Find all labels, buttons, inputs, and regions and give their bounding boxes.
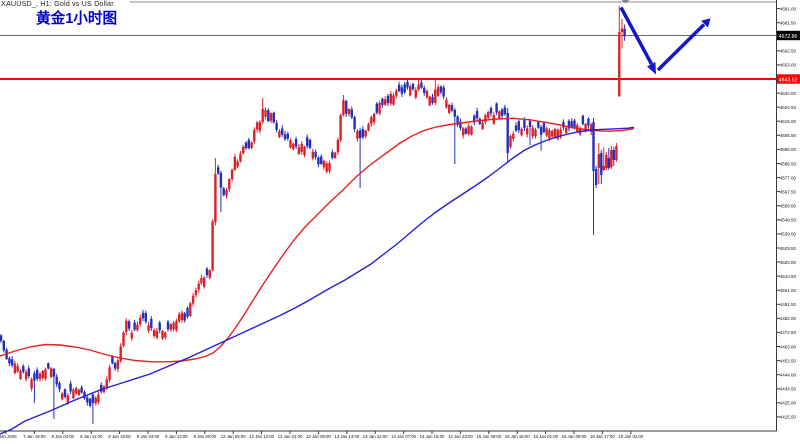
svg-text:4529.50: 4529.50 [780,246,797,251]
svg-text:4434.50: 4434.50 [780,387,797,392]
svg-text:4672.86: 4672.86 [779,34,798,40]
svg-text:15 Jan 08:00: 15 Jan 08:00 [476,434,501,439]
svg-text:4425.00: 4425.00 [780,401,797,406]
svg-text:4567.50: 4567.50 [780,189,797,194]
svg-text:8 Jan 19:00: 8 Jan 19:00 [108,434,131,439]
svg-text:4691.00: 4691.00 [780,6,797,11]
svg-text:9 Jan 12:00: 9 Jan 12:00 [165,434,188,439]
svg-text:16 Jan 01:00: 16 Jan 01:00 [533,434,558,439]
svg-text:7 Jan 2026: 7 Jan 2026 [0,434,17,439]
svg-text:9 Jan 20:00: 9 Jan 20:00 [194,434,217,439]
svg-text:黄金1小时图: 黄金1小时图 [36,9,117,27]
svg-text:13 Jan 14:00: 13 Jan 14:00 [334,434,359,439]
svg-text:4453.50: 4453.50 [780,358,797,363]
svg-text:4501.00: 4501.00 [780,288,797,293]
svg-text:12 Jan 21:00: 12 Jan 21:00 [278,434,303,439]
svg-text:4510.50: 4510.50 [780,274,797,279]
svg-text:4558.00: 4558.00 [780,204,797,209]
svg-text:4634.00: 4634.00 [780,91,797,96]
svg-text:13 Jan 22:00: 13 Jan 22:00 [363,434,388,439]
svg-text:XAUUSD_, H1: Gold vs US Dollar: XAUUSD_, H1: Gold vs US Dollar [1,0,114,8]
svg-text:4539.00: 4539.00 [780,232,797,237]
svg-text:4643.52: 4643.52 [779,77,798,83]
svg-text:4444.00: 4444.00 [780,373,797,378]
svg-text:16 Jan 17:00: 16 Jan 17:00 [590,434,615,439]
svg-text:4605.50: 4605.50 [780,133,797,138]
svg-text:4482.00: 4482.00 [780,316,797,321]
svg-text:7 Jan 18:00: 7 Jan 18:00 [23,434,46,439]
svg-text:9 Jan 04:00: 9 Jan 04:00 [137,434,160,439]
svg-text:4415.50: 4415.50 [780,415,797,420]
svg-text:4681.50: 4681.50 [780,21,797,26]
svg-text:14 Jan 23:00: 14 Jan 23:00 [448,434,473,439]
svg-text:8 Jan 11:00: 8 Jan 11:00 [80,434,103,439]
svg-text:4586.50: 4586.50 [780,161,797,166]
svg-text:4491.50: 4491.50 [780,302,797,307]
svg-text:14 Jan 15:00: 14 Jan 15:00 [420,434,445,439]
svg-text:4653.00: 4653.00 [780,63,797,68]
svg-text:16 Jan 09:00: 16 Jan 09:00 [562,434,587,439]
svg-text:4596.00: 4596.00 [780,147,797,152]
svg-text:4548.50: 4548.50 [780,218,797,223]
svg-text:4624.50: 4624.50 [780,105,797,110]
svg-text:15 Jan 16:00: 15 Jan 16:00 [505,434,530,439]
svg-text:19 Jan 02:00: 19 Jan 02:00 [618,434,643,439]
svg-text:4615.00: 4615.00 [780,119,797,124]
svg-text:14 Jan 07:00: 14 Jan 07:00 [391,434,416,439]
svg-text:12 Jan 05:00: 12 Jan 05:00 [221,434,246,439]
svg-text:13 Jan 06:00: 13 Jan 06:00 [306,434,331,439]
svg-text:4472.50: 4472.50 [780,330,797,335]
svg-text:4463.00: 4463.00 [780,344,797,349]
svg-text:12 Jan 13:00: 12 Jan 13:00 [249,434,274,439]
svg-text:4577.00: 4577.00 [780,175,797,180]
svg-text:8 Jan 03:00: 8 Jan 03:00 [52,434,75,439]
svg-text:4520.00: 4520.00 [780,260,797,265]
svg-text:4662.50: 4662.50 [780,49,797,54]
